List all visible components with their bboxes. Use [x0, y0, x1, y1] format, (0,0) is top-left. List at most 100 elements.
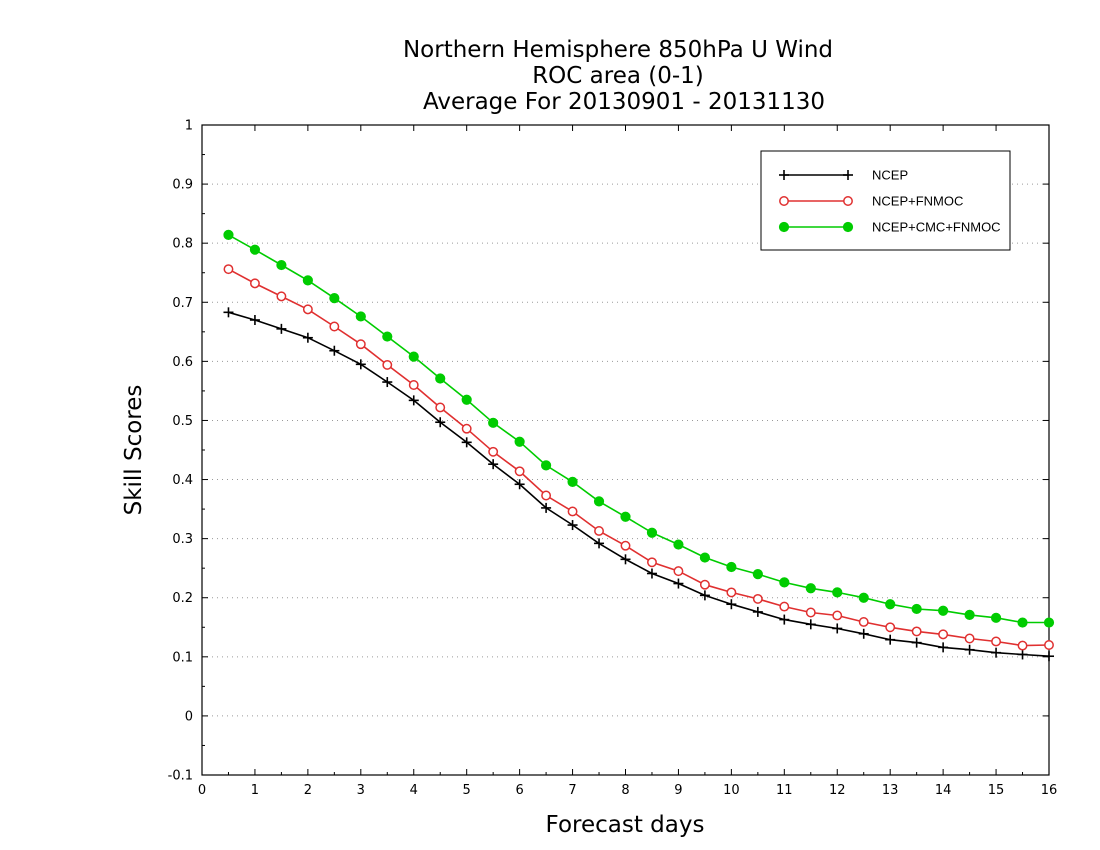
data-point-marker: [726, 599, 737, 610]
data-point-marker: [964, 644, 975, 655]
y-tick-label: -0.1: [168, 769, 193, 784]
x-tick-label: 7: [568, 783, 576, 798]
data-point-marker: [249, 278, 260, 289]
x-tick-label: 8: [621, 783, 629, 798]
y-tick-label: 0.9: [172, 178, 193, 193]
y-tick-label: 0.3: [172, 532, 193, 547]
data-point-marker: [1044, 651, 1054, 662]
data-point-marker: [620, 554, 631, 565]
data-point-marker: [779, 170, 789, 180]
y-tick-label: 0: [185, 709, 193, 724]
data-point-marker: [673, 578, 684, 589]
data-point-marker: [647, 557, 657, 568]
legend-item: NCEP+FNMOC: [779, 194, 963, 209]
data-point-marker: [885, 599, 896, 610]
data-point-marker: [911, 626, 922, 637]
x-tick-label: 9: [674, 783, 682, 798]
data-point-marker: [699, 552, 711, 563]
data-point-marker: [461, 437, 472, 448]
data-point-marker: [673, 566, 684, 577]
y-tick-label: 0.7: [172, 296, 193, 311]
data-point-marker: [779, 601, 790, 612]
data-point-marker: [752, 593, 763, 604]
data-point-marker: [620, 511, 631, 522]
data-point-marker: [382, 377, 393, 388]
data-point-marker: [541, 502, 552, 513]
x-axis-title: Forecast days: [546, 812, 705, 838]
x-axis: 0 1 2 3 4 5 6 7 8 9 10 11 12 13 14 15 16: [198, 125, 1057, 798]
y-tick-label: 0.2: [172, 591, 193, 606]
data-point-marker: [488, 459, 499, 470]
data-point-marker: [302, 332, 313, 343]
data-point-marker: [620, 540, 631, 551]
data-point-marker: [223, 264, 234, 275]
data-point-marker: [832, 587, 843, 598]
data-point-marker: [593, 496, 605, 507]
data-point-marker: [249, 244, 261, 255]
data-point-marker: [646, 568, 657, 579]
data-point-marker: [938, 605, 949, 616]
x-tick-label: 6: [515, 783, 523, 798]
data-point-marker: [752, 568, 763, 580]
y-axis-title: Skill Scores: [121, 385, 147, 516]
legend-item: NCEP: [779, 168, 908, 183]
data-point-marker: [594, 538, 605, 549]
data-point-marker: [858, 628, 869, 639]
data-point-marker: [567, 520, 578, 531]
x-tick-label: 4: [410, 783, 418, 798]
data-point-marker: [843, 170, 853, 180]
data-point-marker: [514, 436, 525, 447]
data-point-marker: [673, 539, 684, 550]
data-point-marker: [885, 622, 896, 633]
x-tick-label: 2: [304, 783, 312, 798]
data-point-marker: [964, 609, 975, 620]
chart-title-line-3: Average For 20130901 - 20131130: [423, 89, 825, 115]
data-point-marker: [302, 275, 313, 286]
data-point-marker: [1017, 640, 1028, 651]
data-point-marker: [938, 629, 949, 640]
data-point-marker: [567, 506, 578, 517]
data-point-marker: [329, 293, 340, 304]
data-point-marker: [1043, 617, 1055, 628]
data-point-marker: [540, 460, 552, 471]
data-point-marker: [699, 590, 710, 601]
data-point-marker: [832, 610, 843, 621]
x-tick-label: 15: [988, 783, 1005, 798]
data-point-marker: [778, 221, 790, 233]
data-point-marker: [991, 636, 1002, 647]
x-tick-label: 16: [1041, 783, 1058, 798]
y-tick-label: 0.5: [172, 414, 193, 429]
data-point-marker: [382, 359, 393, 370]
data-point-marker: [329, 345, 340, 356]
data-point-marker: [594, 526, 604, 536]
data-point-marker: [805, 619, 816, 630]
data-point-marker: [488, 446, 499, 457]
data-point-marker: [726, 561, 737, 573]
series-ncep: [223, 307, 1054, 662]
data-point-marker: [355, 359, 366, 370]
series-line: [228, 311, 1050, 657]
x-tick-label: 11: [776, 783, 793, 798]
series-ncep-fnmoc: [223, 264, 1054, 651]
data-point-marker: [249, 315, 260, 325]
data-point-marker: [488, 417, 499, 428]
data-point-marker: [223, 307, 234, 318]
x-tick-label: 3: [357, 783, 365, 798]
x-tick-label: 13: [882, 783, 899, 798]
grid-lines: [202, 183, 1049, 717]
y-tick-label: 0.4: [172, 473, 193, 488]
x-tick-label: 12: [829, 783, 846, 798]
data-point-marker: [699, 579, 710, 590]
data-point-marker: [302, 304, 313, 315]
data-point-marker: [435, 373, 446, 384]
x-tick-label: 14: [935, 783, 952, 798]
x-tick-label: 5: [463, 783, 471, 798]
x-tick-label: 10: [723, 783, 740, 798]
data-point-marker: [276, 323, 287, 334]
data-point-marker: [911, 637, 922, 648]
data-point-marker: [779, 196, 789, 206]
data-point-marker: [842, 221, 854, 233]
data-point-marker: [843, 196, 853, 206]
legend-item: NCEP+CMC+FNMOC: [778, 220, 1001, 235]
